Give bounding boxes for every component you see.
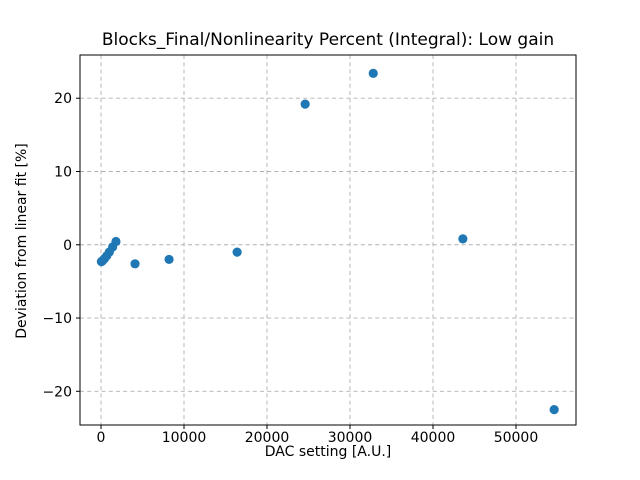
x-tick-label: 0 [97, 430, 106, 446]
data-point [549, 405, 559, 415]
chart-title: Blocks_Final/Nonlinearity Percent (Integ… [101, 30, 555, 50]
data-point [458, 234, 468, 244]
y-axis-label: Deviation from linear fit [%] [14, 143, 30, 339]
x-tick-label: 30000 [328, 430, 373, 446]
y-tick-label: −20 [42, 384, 72, 400]
data-point [164, 254, 174, 265]
data-point [130, 259, 140, 269]
data-point [232, 247, 242, 257]
x-tick-label: 40000 [411, 430, 456, 446]
x-tick-label: 50000 [494, 430, 539, 446]
x-tick-label: 20000 [245, 430, 290, 446]
data-point [300, 99, 310, 109]
plot-frame [79, 54, 577, 426]
x-tick-label: 10000 [162, 430, 207, 446]
y-tick-label: 10 [54, 164, 72, 180]
data-point [111, 236, 121, 247]
y-tick-label: −10 [42, 311, 72, 327]
data-point [368, 68, 378, 78]
y-tick-label: 0 [63, 238, 72, 254]
x-axis-label: DAC setting [A.U.] [264, 444, 392, 460]
y-tick-label: 20 [54, 91, 72, 107]
